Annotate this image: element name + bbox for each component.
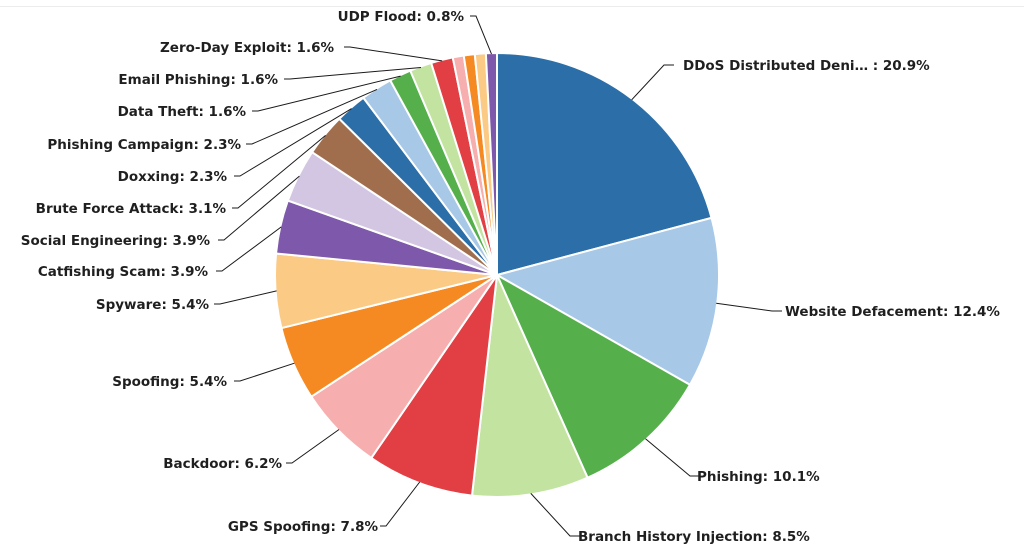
leader-line [645, 438, 700, 477]
leader-line [716, 302, 782, 312]
leader-line [246, 88, 378, 145]
leader-line [232, 135, 326, 209]
leader-line [234, 108, 352, 177]
top-divider [0, 6, 1024, 7]
leader-line [234, 362, 295, 382]
leader-line [216, 226, 282, 272]
slice-label: Brute Force Attack: 3.1% [36, 201, 227, 217]
leader-line [380, 481, 421, 527]
leader-line [631, 64, 674, 101]
slice-labels: DDoS Distributed Deni… : 20.9% Website De… [21, 9, 1001, 545]
pie-slices [274, 52, 720, 498]
slice-label: Catfishing Scam: 3.9% [38, 264, 209, 280]
slice-label: Phishing Campaign: 2.3% [47, 137, 241, 153]
slice-label: Backdoor: 6.2% [163, 456, 282, 472]
leader-line [214, 290, 277, 305]
leader-line [284, 67, 422, 80]
leader-line [252, 75, 401, 112]
leader-line [470, 15, 492, 55]
slice-label: Data Theft: 1.6% [118, 104, 247, 120]
pie-slice[interactable] [471, 274, 589, 498]
leader-line [530, 493, 580, 537]
slice-label: Branch History Injection: 8.5% [578, 529, 810, 545]
slice-label: Spoofing: 5.4% [112, 374, 227, 390]
slice-label: Zero-Day Exploit: 1.6% [160, 40, 334, 56]
slice-label: Doxxing: 2.3% [118, 169, 228, 185]
slice-label: UDP Flood: 0.8% [338, 9, 465, 25]
slice-label: DDoS Distributed Deni… : 20.9% [683, 58, 930, 74]
leader-line [344, 46, 443, 62]
leader-line [218, 175, 300, 241]
leader-lines [214, 15, 782, 537]
leader-line [286, 429, 340, 464]
slice-label: Email Phishing: 1.6% [118, 72, 278, 88]
slice-label: Spyware: 5.4% [96, 297, 210, 313]
slice-label: Website Defacement: 12.4% [785, 304, 1000, 320]
slice-label: GPS Spoofing: 7.8% [228, 519, 379, 535]
slice-label: Phishing: 10.1% [697, 469, 820, 485]
slice-label: Social Engineering: 3.9% [21, 233, 211, 249]
